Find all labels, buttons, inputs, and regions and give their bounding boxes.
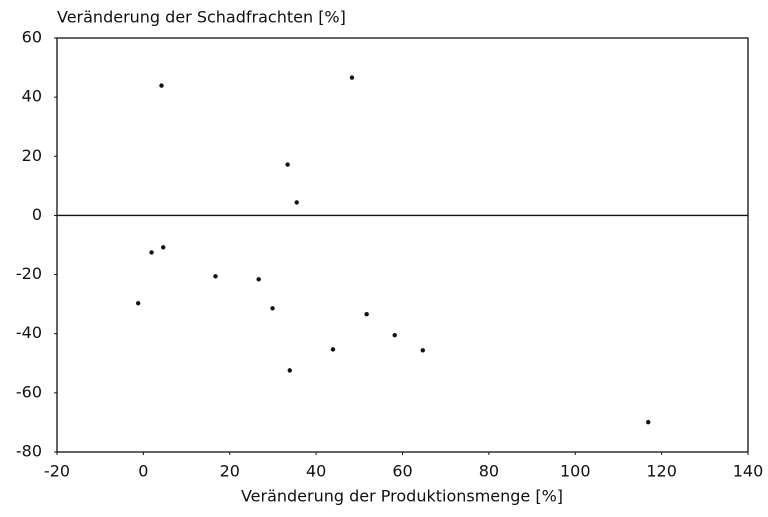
x-tick-label: 100 bbox=[560, 462, 591, 481]
y-tick-label: -60 bbox=[16, 382, 42, 401]
y-tick-label: 0 bbox=[32, 205, 42, 224]
point bbox=[213, 274, 218, 279]
y-tick-label: 60 bbox=[22, 28, 42, 47]
point bbox=[392, 332, 397, 338]
x-tick-label: -20 bbox=[44, 462, 70, 481]
x-tick-label: 60 bbox=[392, 462, 412, 481]
plot-frame bbox=[56, 37, 749, 453]
point bbox=[349, 75, 355, 80]
point bbox=[420, 348, 425, 353]
x-tick-label: 40 bbox=[306, 462, 326, 481]
point bbox=[161, 245, 166, 250]
x-tick-label: 0 bbox=[138, 462, 148, 481]
y-tick-label: -40 bbox=[16, 323, 42, 342]
chart-title: Veränderung der Schadfrachten [%] bbox=[57, 8, 346, 27]
x-tick-label: 140 bbox=[733, 462, 764, 481]
y-tick-label: 40 bbox=[22, 87, 42, 106]
y-tick-label: -20 bbox=[16, 264, 42, 283]
point bbox=[270, 306, 275, 311]
point bbox=[159, 83, 164, 88]
y-tick-label: -80 bbox=[16, 442, 42, 461]
point bbox=[287, 368, 292, 373]
point bbox=[294, 200, 299, 205]
x-axis-label: Veränderung der Produktionsmenge [%] bbox=[241, 487, 563, 506]
point bbox=[646, 419, 651, 425]
point bbox=[149, 250, 154, 255]
point bbox=[364, 311, 369, 317]
x-tick-label: 20 bbox=[220, 462, 240, 481]
y-tick-label: 20 bbox=[22, 146, 42, 165]
point bbox=[285, 162, 290, 167]
point bbox=[135, 301, 141, 306]
point bbox=[330, 347, 336, 352]
x-tick-label: 80 bbox=[479, 462, 499, 481]
x-tick-label: 120 bbox=[646, 462, 677, 481]
point bbox=[256, 277, 261, 282]
